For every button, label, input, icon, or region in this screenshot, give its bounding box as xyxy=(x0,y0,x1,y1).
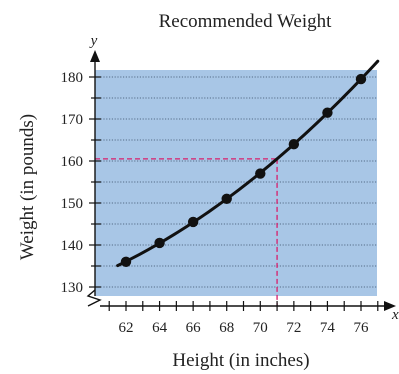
x-tick-label: 72 xyxy=(286,320,301,336)
guide-lines xyxy=(95,158,278,306)
y-axis-variable: y xyxy=(89,33,98,49)
data-points xyxy=(120,73,367,267)
y-ticks: 130 140 150 160 170 180 xyxy=(61,70,101,296)
data-point xyxy=(187,216,199,228)
x-tick-label: 64 xyxy=(152,320,168,336)
data-point xyxy=(322,107,333,118)
x-ticks: 62 64 66 68 70 72 74 76 xyxy=(108,301,379,336)
x-tick-label: 68 xyxy=(219,320,234,336)
data-point xyxy=(221,193,232,204)
y-tick-label: 150 xyxy=(61,196,84,212)
y-axis-arrow xyxy=(90,50,100,62)
x-tick-label: 74 xyxy=(320,320,336,336)
x-axis-label: Height (in inches) xyxy=(172,350,309,371)
y-tick-label: 160 xyxy=(61,154,84,170)
data-point xyxy=(355,73,367,85)
y-tick-label: 130 xyxy=(61,280,84,296)
data-point xyxy=(255,168,266,179)
y-axis-break xyxy=(86,289,102,307)
chart-title: Recommended Weight xyxy=(159,11,332,32)
x-axis-arrow xyxy=(384,301,396,311)
data-point xyxy=(120,256,132,267)
y-tick-label: 140 xyxy=(61,238,84,254)
plot-area xyxy=(95,70,377,296)
y-axis-label: Weight (in pounds) xyxy=(17,114,38,260)
x-axis-variable: x xyxy=(391,307,399,323)
x-tick-label: 62 xyxy=(119,320,134,336)
y-tick-label: 180 xyxy=(61,70,84,86)
x-tick-label: 70 xyxy=(253,320,268,336)
grid-lines xyxy=(95,76,377,288)
data-point xyxy=(154,237,165,249)
x-tick-label: 76 xyxy=(354,320,370,336)
y-tick-label: 170 xyxy=(61,112,84,128)
x-tick-label: 66 xyxy=(186,320,202,336)
data-point xyxy=(288,139,300,150)
